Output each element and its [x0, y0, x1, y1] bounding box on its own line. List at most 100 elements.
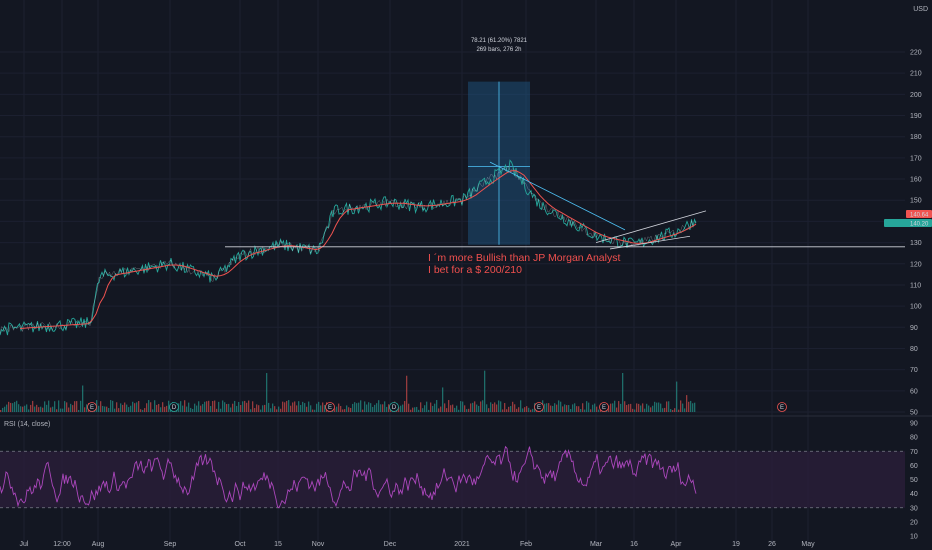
- price-wick-line: [0, 165, 697, 334]
- event-marker-label: D: [392, 405, 397, 411]
- volume-bar: [294, 401, 296, 412]
- volume-bar: [548, 403, 550, 412]
- volume-bar: [554, 403, 556, 412]
- volume-bar: [354, 402, 356, 412]
- volume-bar: [74, 401, 76, 412]
- x-tick-label: 19: [732, 541, 740, 548]
- ma-price-value: 140.20: [910, 221, 929, 227]
- volume-bar: [648, 405, 650, 412]
- volume-bar: [636, 403, 638, 412]
- volume-bar: [614, 400, 616, 412]
- volume-bar: [474, 401, 476, 412]
- volume-bar: [564, 404, 566, 412]
- volume-bar: [222, 400, 224, 412]
- volume-bar: [408, 403, 410, 412]
- volume-bar: [594, 403, 596, 412]
- event-marker[interactable]: E: [599, 402, 609, 412]
- x-tick-label: May: [801, 541, 815, 548]
- volume-bar: [466, 409, 468, 412]
- volume-bar: [500, 401, 502, 412]
- volume-bar: [272, 403, 274, 412]
- event-marker[interactable]: E: [777, 402, 787, 412]
- volume-bar: [442, 387, 444, 412]
- trend-lines[interactable]: [489, 161, 707, 250]
- volume-bar: [22, 406, 24, 412]
- volume-bar: [112, 400, 114, 412]
- price-tags: 140.64 140.20: [884, 210, 932, 227]
- volume-bar: [428, 409, 430, 412]
- volume-bar: [370, 403, 372, 412]
- event-marker[interactable]: D: [169, 402, 179, 412]
- volume-bar: [168, 400, 170, 412]
- volume-bar: [690, 400, 692, 412]
- volume-bar: [478, 405, 480, 412]
- event-marker-label: E: [602, 405, 606, 411]
- volume-bar: [8, 401, 10, 412]
- volume-bar: [70, 403, 72, 412]
- volume-bar: [380, 404, 382, 412]
- volume-bar: [374, 404, 376, 412]
- volume-bar: [558, 400, 560, 412]
- volume-bar: [254, 408, 256, 412]
- volume-bar: [108, 408, 110, 412]
- volume-bar: [134, 403, 136, 412]
- event-marker[interactable]: E: [325, 402, 335, 412]
- volume-bar: [580, 409, 582, 412]
- price-series: [0, 159, 697, 336]
- volume-bar: [574, 403, 576, 412]
- event-marker[interactable]: E: [534, 402, 544, 412]
- volume-bar: [82, 385, 84, 412]
- price-axis[interactable]: 5060708090100110120130140150160170180190…: [910, 50, 922, 417]
- y-tick-label: 60: [910, 388, 918, 395]
- volume-bar: [438, 408, 440, 412]
- x-tick-label: 15: [274, 541, 282, 548]
- channel-lower[interactable]: [609, 235, 691, 250]
- rsi-tick-label: 30: [910, 505, 918, 512]
- downtrend-line[interactable]: [489, 161, 626, 231]
- rsi-pane[interactable]: RSI (14, close) 10 20 30 40 50 60 70 80 90: [0, 421, 918, 541]
- volume-bar: [488, 408, 490, 412]
- volume-bar: [560, 401, 562, 412]
- volume-bar: [30, 404, 32, 412]
- volume-bar: [208, 400, 210, 412]
- volume-bar: [86, 404, 88, 412]
- volume-bar: [358, 402, 360, 412]
- volume-bar: [362, 409, 364, 412]
- volume-bar: [502, 409, 504, 412]
- x-tick-label: 16: [630, 541, 638, 548]
- volume-bar: [124, 402, 126, 412]
- volume-bar: [242, 401, 244, 412]
- volume-bar: [588, 402, 590, 412]
- volume-bar: [12, 403, 14, 412]
- y-tick-label: 180: [910, 134, 922, 141]
- volume-bar: [164, 406, 166, 412]
- volume-bar: [506, 409, 508, 412]
- volume-bar: [16, 400, 18, 412]
- x-tick-label: 12:00: [53, 541, 71, 548]
- volume-bar: [310, 405, 312, 412]
- volume-bar: [228, 403, 230, 412]
- event-marker-circle: [389, 402, 399, 412]
- volume-bar: [304, 403, 306, 412]
- volume-bar: [286, 400, 288, 412]
- volume-bar: [270, 408, 272, 412]
- volume-bar: [244, 400, 246, 412]
- volume-bar: [220, 408, 222, 412]
- time-axis[interactable]: Jul 12:00 Aug Sep Oct 15 Nov Dec 2021 Feb Mar 16 Apr…: [20, 541, 816, 548]
- volume-bar: [210, 406, 212, 412]
- volume-bar: [128, 407, 130, 412]
- volume-bar: [158, 403, 160, 412]
- volume-bar: [386, 406, 388, 412]
- volume-bar: [524, 407, 526, 412]
- rsi-axis[interactable]: 10 20 30 40 50 60 70 80 90: [910, 421, 918, 541]
- volume-bar: [434, 403, 436, 412]
- channel-upper[interactable]: [595, 210, 707, 243]
- event-marker[interactable]: E: [87, 402, 97, 412]
- volume-bar: [504, 403, 506, 412]
- event-marker[interactable]: D: [389, 402, 399, 412]
- volume-bar: [26, 404, 28, 412]
- volume-bar: [156, 404, 158, 412]
- volume-bar: [120, 403, 122, 412]
